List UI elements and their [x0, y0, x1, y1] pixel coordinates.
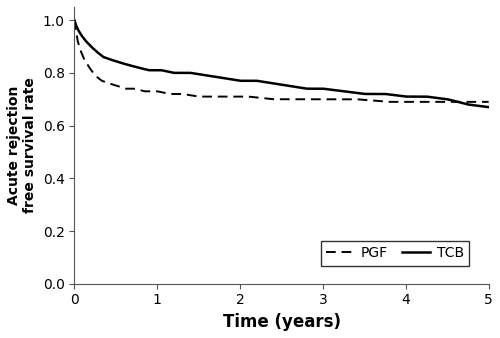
PGF: [486, 100, 492, 104]
TCB: [296, 86, 302, 90]
TCB: [270, 81, 276, 86]
PGF: [318, 97, 324, 101]
PGF: [387, 100, 393, 104]
TCB: [318, 87, 324, 91]
PGF: [412, 100, 418, 104]
TCB: [411, 95, 417, 99]
TCB: [486, 105, 492, 109]
TCB: [72, 18, 78, 22]
TCB: [476, 104, 482, 108]
PGF: [268, 97, 274, 101]
PGF: [296, 97, 302, 101]
TCB: [268, 81, 274, 85]
Y-axis label: Acute rejection
free survival rate: Acute rejection free survival rate: [7, 77, 37, 213]
PGF: [72, 18, 78, 22]
PGF: [270, 97, 276, 101]
PGF: [476, 100, 482, 104]
Line: PGF: PGF: [74, 20, 488, 102]
Legend: PGF, TCB: PGF, TCB: [320, 241, 470, 266]
X-axis label: Time (years): Time (years): [222, 313, 340, 331]
Line: TCB: TCB: [74, 20, 488, 107]
